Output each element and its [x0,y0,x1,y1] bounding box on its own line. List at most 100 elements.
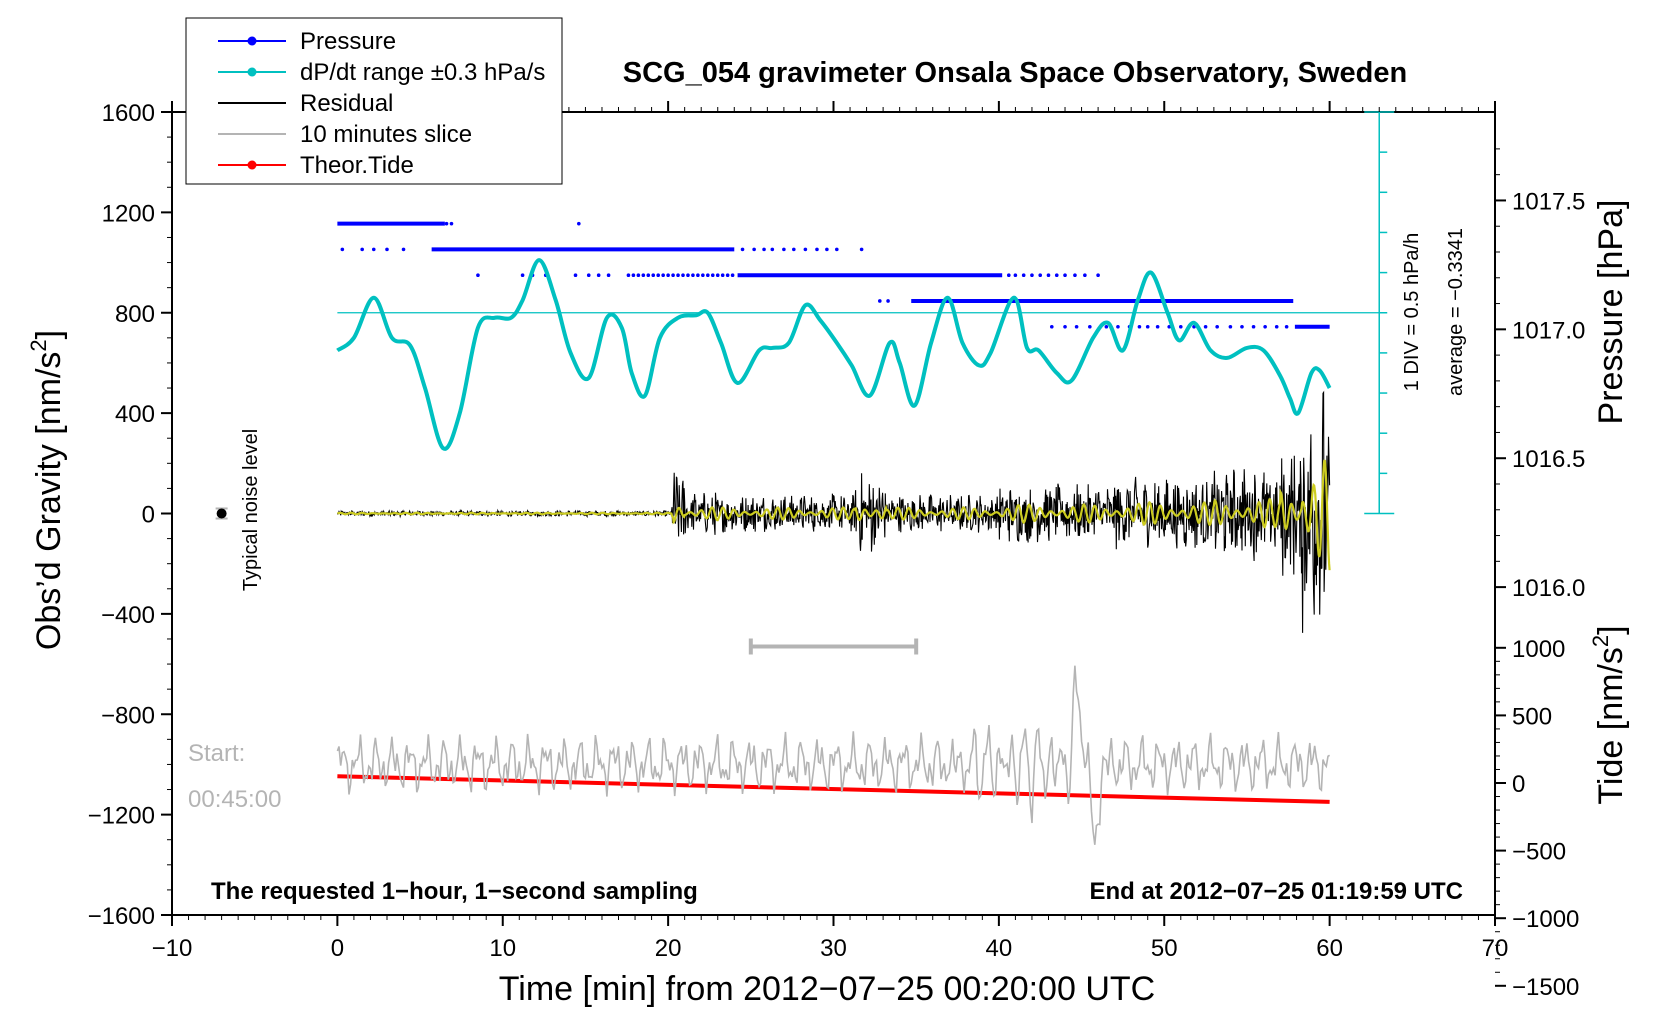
pressure-point [706,273,710,278]
y-axis-title-pressure: Pressure [hPa] [1592,200,1630,425]
pressure-point [1228,324,1233,329]
pressure-point [1006,273,1011,278]
legend-marker [247,160,257,170]
pressure-point [1263,324,1267,329]
pressure-point [815,247,819,252]
pressure-point [661,273,665,278]
y-tick-label-tide: −1000 [1512,906,1579,933]
residual-line [336,390,1331,633]
pressure-point [449,221,454,226]
pressure-point [859,247,864,252]
pressure-point [651,273,656,278]
requested-sampling-note: The requested 1−hour, 1−second sampling [211,878,698,905]
legend-label: Pressure [300,28,396,55]
legend-marker [247,36,257,46]
y-tick-label-left: −1600 [88,903,155,930]
pressure-point [1059,299,1064,303]
pressure-point [1284,324,1289,329]
chart-title: SCG_054 gravimeter Onsala Space Observat… [623,57,1407,89]
data-layer [215,111,1395,845]
filtered-residual-line [336,459,1331,571]
pressure-point [1030,273,1034,278]
pressure-point [1083,273,1087,278]
y-tick-label-left: 1600 [102,100,155,127]
pressure-point [1274,324,1279,329]
x-axis-title: Time [min] from 2012−07−25 00:20:00 UTC [499,970,1155,1008]
y-tick-label-left: −400 [101,602,155,629]
pressure-point [641,273,646,278]
pressure-point [886,299,890,303]
x-tick-label: 50 [1151,935,1178,962]
y-tick-label-tide: −500 [1512,839,1566,866]
pressure-point [740,247,745,252]
dpdt-line [336,258,1332,451]
pressure-point [878,299,882,303]
x-tick-label: −10 [152,935,193,962]
y-tick-label-left: −800 [101,702,155,729]
legend-box [185,17,563,185]
axes-layer: −10 0 10 20 30 40 50 60 70 1600 1200 800 400 0 −400 −80… [88,100,1586,1001]
pressure-point [586,273,591,278]
pressure-point [1063,273,1067,278]
pressure-point [1137,324,1142,329]
pressure-point [701,273,705,278]
pressure-point [1251,324,1256,329]
pressure-point [1071,299,1076,303]
pressure-point [825,247,829,252]
pressure-point [671,273,675,278]
start-label: Start: [188,740,245,767]
pressure-point [676,273,680,278]
legend-label: Theor.Tide [300,152,414,179]
y-tick-label-pressure: 1016.0 [1512,575,1585,602]
pressure-point [636,273,641,278]
y-tick-label-left: −1200 [88,803,155,830]
x-tick-label: 60 [1316,935,1343,962]
y-axis-title-gravity: Obs’d Gravity [nm/s2] [26,330,68,650]
x-tick-label: 20 [655,935,682,962]
pressure-point [1074,324,1079,329]
pressure-point [803,247,808,252]
legend-marker [247,67,257,77]
legend-label: dP/dt range ±0.3 hPa/s [300,59,545,86]
pressure-point [1096,273,1100,278]
pressure-point [1178,324,1183,329]
average-label: average = −0.3341 [1445,228,1467,396]
start-time: 00:45:00 [188,786,281,813]
x-tick-label: 70 [1482,935,1509,962]
legend-label: 10 minutes slice [300,121,472,148]
pressure-point [964,299,968,303]
pressure-point [691,273,695,278]
legend-label: Residual [300,90,393,117]
x-tick-label: 10 [489,935,516,962]
y-tick-label-pressure: 1016.5 [1512,446,1585,473]
pressure-point [385,247,389,252]
y-tick-label-left: 400 [115,401,155,428]
pressure-point [371,247,376,252]
y-tick-label-pressure: 1017.5 [1512,188,1585,215]
pressure-point [476,273,480,278]
y-tick-label-tide: −1500 [1512,974,1579,1001]
noise-marker [216,508,227,519]
y-tick-label-tide: 0 [1512,771,1525,798]
pressure-point [725,273,730,278]
pressure-point [1046,273,1051,278]
pressure-point [444,221,449,226]
y-tick-label-left: 800 [115,301,155,328]
y-tick-label-tide: 1000 [1512,636,1565,663]
pressure-point [720,273,725,278]
pressure-point [1003,299,1008,303]
pressure-point [973,299,978,303]
pressure-point [681,273,685,278]
pressure-point [1038,273,1043,278]
pressure-point [914,299,918,303]
pressure-point [1104,324,1109,329]
pressure-point [573,273,578,278]
pressure-point [1049,324,1054,329]
pressure-point [1063,324,1067,329]
pressure-point [1048,299,1052,303]
pressure-point [835,247,839,252]
pressure-point [646,273,651,278]
pressure-point [983,299,988,303]
pressure-point [782,247,786,252]
pressure-point [762,247,766,252]
